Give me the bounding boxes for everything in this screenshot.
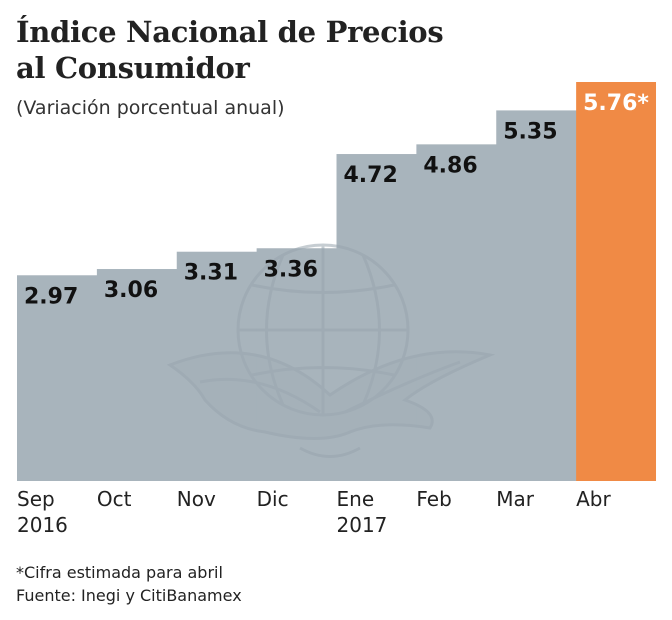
value-label-6: 5.35 bbox=[503, 119, 557, 144]
value-label-4: 4.72 bbox=[344, 163, 398, 188]
bar-2 bbox=[176, 251, 258, 481]
value-label-0: 2.97 bbox=[24, 284, 78, 309]
value-label-7: 5.76* bbox=[583, 91, 649, 116]
value-label-2: 3.31 bbox=[184, 261, 238, 286]
bars bbox=[17, 82, 657, 482]
category-label-2-0: Nov bbox=[177, 487, 216, 511]
bar-6 bbox=[496, 110, 577, 482]
chart-title-line-1: Índice Nacional de Precios bbox=[16, 15, 444, 49]
category-label-0-0: Sep bbox=[17, 487, 55, 511]
category-label-3-0: Dic bbox=[257, 487, 289, 511]
category-label-1-0: Oct bbox=[97, 487, 132, 511]
source-footnote: Fuente: Inegi y CitiBanamex bbox=[16, 586, 242, 605]
category-label-4-1: 2017 bbox=[337, 513, 388, 537]
chart-title: Índice Nacional de Precios al Consumidor bbox=[16, 14, 444, 86]
bar-1 bbox=[96, 269, 178, 481]
value-label-3: 3.36 bbox=[264, 257, 318, 282]
chart-subtitle: (Variación porcentual anual) bbox=[16, 97, 285, 119]
estimate-footnote: *Cifra estimada para abril bbox=[16, 563, 223, 582]
bar-5 bbox=[416, 144, 497, 481]
category-label-4-0: Ene bbox=[337, 487, 375, 511]
category-label-6-0: Mar bbox=[496, 487, 535, 511]
value-label-1: 3.06 bbox=[104, 278, 158, 303]
eagle-watermark-icon bbox=[166, 243, 496, 458]
bar-0 bbox=[17, 275, 98, 481]
value-label-5: 4.86 bbox=[423, 153, 477, 178]
value-labels: 2.97 3.06 3.31 3.36 4.72 4.86 5.35 5.76* bbox=[24, 91, 649, 309]
category-label-5-0: Feb bbox=[416, 487, 451, 511]
category-label-0-1: 2016 bbox=[17, 513, 68, 537]
category-label-7-0: Abr bbox=[576, 487, 611, 511]
chart-title-line-2: al Consumidor bbox=[16, 51, 250, 85]
bar-7 bbox=[576, 82, 657, 481]
